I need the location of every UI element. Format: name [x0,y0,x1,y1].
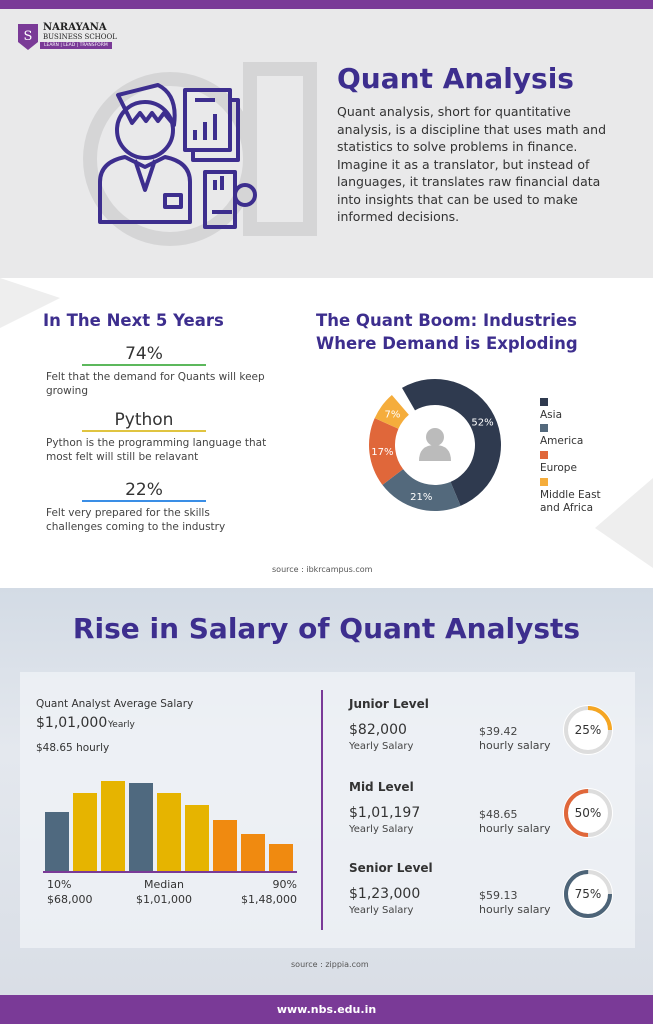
gauge-label: 25% [575,723,602,737]
gauge-fill [564,789,612,837]
stat-value: Python [82,410,206,432]
axis-label-10: 10% $68,000 [47,878,93,906]
stat-item: 22% Felt very prepared for the skills ch… [46,480,246,534]
yearly-salary: $1,01,000 [36,715,108,731]
level-amount: $1,01,197 [349,805,421,821]
level-hourly: $39.42 [479,725,518,738]
donut-slice [369,418,404,485]
shield-logo-icon: S [18,24,38,50]
salary-bar [269,844,293,871]
salary-bar [241,834,265,871]
salary-bar [185,805,209,871]
gauge-label: 75% [575,887,602,901]
analyst-illustration-icon [98,83,257,229]
hourly-label: hourly salary [479,739,551,752]
svg-text:S: S [24,29,33,44]
source-text: source : ibkrcampus.com [272,565,373,574]
background-watermark-icon [83,62,317,246]
legend-swatch [540,398,548,406]
amount-label: Yearly Salary [349,905,414,916]
logo-name: NARAYANA [43,22,107,33]
legend-swatch [540,478,548,486]
percent-gauge: 25% [563,705,613,755]
footer-url[interactable]: www.nbs.edu.in [0,995,653,1024]
salary-bar [157,793,181,871]
slice-label: 7% [385,409,401,420]
next5-title: In The Next 5 Years [43,311,224,330]
stat-desc: Felt that the demand for Quants will kee… [46,371,265,397]
logo-tagline: LEARN | LEAD | TRANSFORM [40,42,112,49]
divider [321,690,323,930]
stat-value: 22% [82,480,206,502]
gauge-fill [564,706,612,754]
salary-title: Rise in Salary of Quant Analysts [72,612,581,645]
donut-slice [374,395,409,429]
stat-desc: Felt very prepared for the skills challe… [46,507,226,533]
boom-title: The Quant Boom: Industries Where Demand … [316,311,578,353]
yearly-label: Yearly [108,720,135,730]
level-name: Junior Level [349,697,429,711]
legend-item: Europe [540,449,610,475]
salary-bar [45,812,69,871]
donut-chart: 52% 21% 17% 7% [369,379,501,511]
level-name: Mid Level [349,780,414,794]
logo-sub: BUSINESS SCHOOL [43,33,117,41]
top-bar [0,0,653,9]
legend-label: Middle East and Africa [540,489,601,514]
axis-label-90: 90% $1,48,000 [241,878,297,906]
level-name: Senior Level [349,861,433,875]
amount-label: Yearly Salary [349,741,414,752]
gauge-label: 50% [575,806,602,820]
salary-bar [73,793,97,871]
level-amount: $1,23,000 [349,886,421,902]
legend-label: Europe [540,462,577,474]
stat-item: Python Python is the programming languag… [46,410,276,464]
legend-item: America [540,422,610,448]
stat-item: 74% Felt that the demand for Quants will… [46,344,276,398]
hourly-label: hourly salary [479,903,551,916]
hourly-salary: $48.65 hourly [36,742,110,754]
middle-section [0,278,653,588]
legend-swatch [540,451,548,459]
source-text: source : zippia.com [291,960,369,969]
percent-gauge: 75% [563,869,613,919]
decorative-triangles [595,478,653,568]
slice-label: 21% [410,492,432,503]
logo: S NARAYANA BUSINESS SCHOOL LEARN | LEAD … [16,22,117,54]
level-hourly: $48.65 [479,808,518,821]
legend-label: Asia [540,409,563,421]
page-title: Quant Analysis [337,62,574,95]
decorative-triangles [0,278,60,328]
level-amount: $82,000 [349,722,407,738]
legend-swatch [540,424,548,432]
salary-bar [213,820,237,871]
intro-text: Quant analysis, short for quantitative a… [337,104,607,224]
person-icon [426,428,444,446]
donut-slice [402,379,501,506]
donut-slice [382,469,461,511]
stat-desc: Python is the programming language that … [46,437,267,463]
stat-value: 74% [82,344,206,366]
person-icon [419,445,451,461]
percent-gauge: 50% [563,788,613,838]
level-hourly: $59.13 [479,889,518,902]
salary-bar-chart [43,781,297,873]
legend-item: Asia [540,396,610,422]
header-section [0,9,653,278]
gauge-fill [564,870,612,918]
chart-title: Quant Analyst Average Salary [36,698,194,710]
salary-bar [101,781,125,871]
hourly-label: hourly salary [479,822,551,835]
slice-label: 52% [471,417,493,428]
slice-label: 17% [371,447,393,458]
amount-label: Yearly Salary [349,824,414,835]
legend-item: Middle East and Africa [540,476,610,515]
salary-bar [129,783,153,871]
legend-label: America [540,435,584,447]
axis-label-median: Median $1,01,000 [136,878,192,906]
